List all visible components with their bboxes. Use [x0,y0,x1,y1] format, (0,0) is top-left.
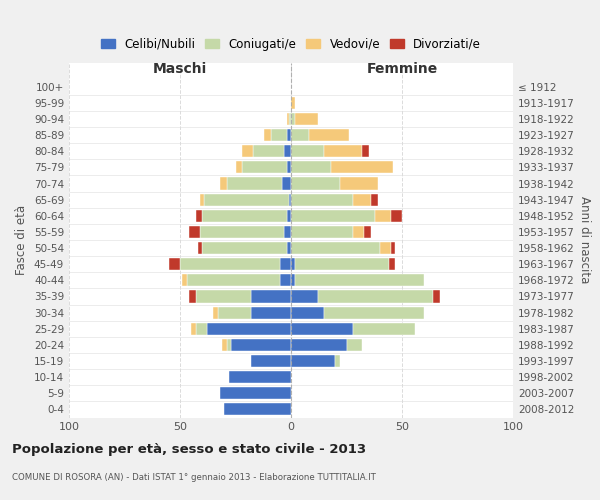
Bar [289,113,291,125]
Bar [187,274,280,286]
Bar [335,355,340,367]
Bar [295,274,424,286]
Bar [242,162,287,173]
Bar [242,145,253,158]
Bar [180,258,280,270]
Bar [309,129,349,141]
Bar [251,355,291,367]
Bar [353,194,371,205]
Bar [206,322,291,335]
Bar [196,290,251,302]
Bar [271,129,287,141]
Bar [353,226,364,238]
Bar [291,290,317,302]
Text: COMUNE DI ROSORA (AN) - Dati ISTAT 1° gennaio 2013 - Elaborazione TUTTITALIA.IT: COMUNE DI ROSORA (AN) - Dati ISTAT 1° ge… [12,472,376,482]
Bar [189,226,200,238]
Bar [287,129,291,141]
Bar [231,339,291,351]
Bar [291,97,295,109]
Bar [182,274,187,286]
Bar [391,210,402,222]
Bar [200,194,205,205]
Bar [291,129,309,141]
Text: Femmine: Femmine [367,62,437,76]
Bar [433,290,440,302]
Bar [291,242,380,254]
Legend: Celibi/Nubili, Coniugati/e, Vedovi/e, Divorziati/e: Celibi/Nubili, Coniugati/e, Vedovi/e, Di… [96,33,486,56]
Bar [391,242,395,254]
Bar [222,339,227,351]
Bar [362,145,369,158]
Bar [289,194,291,205]
Bar [340,178,377,190]
Bar [196,322,206,335]
Bar [291,113,295,125]
Bar [291,258,295,270]
Bar [380,242,391,254]
Bar [227,339,231,351]
Text: Maschi: Maschi [153,62,207,76]
Bar [287,162,291,173]
Bar [251,290,291,302]
Bar [295,113,317,125]
Bar [191,322,196,335]
Bar [325,145,362,158]
Bar [291,306,325,318]
Bar [202,210,287,222]
Bar [291,339,347,351]
Bar [265,129,271,141]
Bar [205,194,289,205]
Bar [317,290,433,302]
Bar [253,145,284,158]
Bar [218,306,251,318]
Bar [291,162,331,173]
Bar [376,210,391,222]
Bar [291,194,353,205]
Bar [196,210,202,222]
Bar [224,404,291,415]
Bar [287,113,289,125]
Bar [280,258,291,270]
Bar [169,258,180,270]
Bar [235,162,242,173]
Bar [227,178,282,190]
Bar [287,210,291,222]
Bar [220,178,227,190]
Bar [287,242,291,254]
Bar [295,258,389,270]
Bar [189,290,196,302]
Bar [202,242,287,254]
Text: Popolazione per età, sesso e stato civile - 2013: Popolazione per età, sesso e stato civil… [12,442,366,456]
Bar [291,210,376,222]
Y-axis label: Fasce di età: Fasce di età [16,205,28,275]
Bar [353,322,415,335]
Bar [251,306,291,318]
Bar [220,387,291,400]
Bar [280,274,291,286]
Bar [282,178,291,190]
Bar [284,226,291,238]
Bar [291,226,353,238]
Y-axis label: Anni di nascita: Anni di nascita [578,196,591,284]
Bar [291,274,295,286]
Bar [284,145,291,158]
Bar [198,242,202,254]
Bar [291,178,340,190]
Bar [371,194,377,205]
Bar [389,258,395,270]
Bar [347,339,362,351]
Bar [331,162,393,173]
Bar [291,145,325,158]
Bar [291,355,335,367]
Bar [214,306,218,318]
Bar [291,322,353,335]
Bar [200,226,284,238]
Bar [229,371,291,383]
Bar [325,306,424,318]
Bar [364,226,371,238]
